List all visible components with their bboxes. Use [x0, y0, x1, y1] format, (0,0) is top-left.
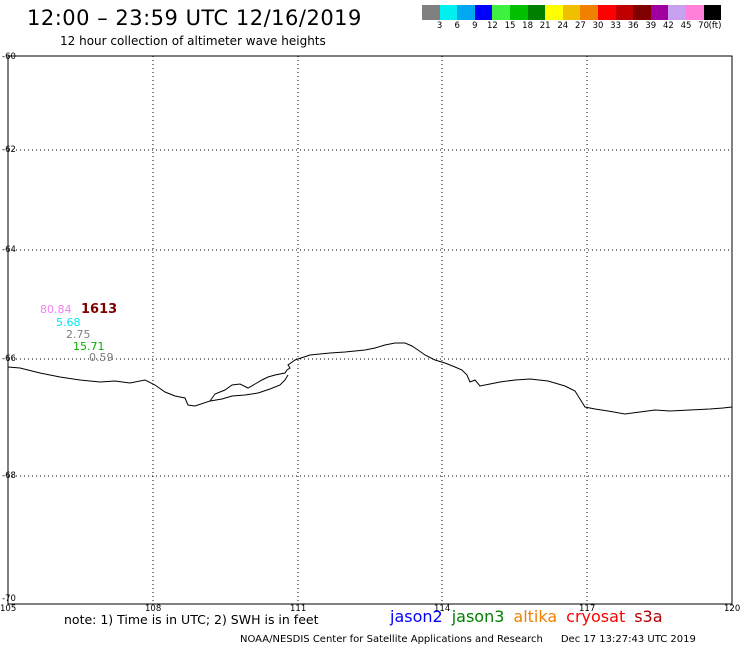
map-frame — [7, 55, 733, 605]
legend-label: 15 — [504, 21, 516, 31]
legend-swatch — [615, 5, 634, 20]
legend-label: 12 — [486, 21, 498, 31]
satellite-s3a: s3a — [634, 607, 663, 626]
lon-label: 111 — [290, 604, 307, 614]
wave-reading: 15.71 — [73, 340, 105, 353]
satellite-jason3: jason3 — [451, 607, 505, 626]
wave-reading: 5.68 — [56, 316, 81, 329]
satellite-jason2: jason2 — [390, 607, 443, 626]
lat-label: -66 — [2, 354, 16, 364]
graticule — [8, 56, 732, 604]
legend-swatch — [562, 5, 581, 20]
legend-swatch — [545, 5, 563, 20]
legend-swatch — [580, 5, 598, 20]
wave-reading: 1613 — [81, 302, 118, 317]
legend-label: 36 — [627, 21, 639, 31]
legend-label: 6 — [454, 21, 460, 31]
legend-swatch — [597, 5, 616, 20]
legend-label: 70 — [698, 21, 710, 31]
legend-swatch — [527, 5, 546, 20]
lon-label: 114 — [434, 604, 451, 614]
legend-swatch — [685, 5, 704, 20]
legend-swatch — [422, 5, 440, 20]
legend-swatch — [668, 5, 686, 20]
legend-label: 42 — [662, 21, 674, 31]
credit-text: NOAA/NESDIS Center for Satellite Applica… — [240, 634, 543, 645]
satellite-cryosat: cryosat — [566, 607, 626, 626]
legend-swatches — [422, 5, 722, 20]
legend-swatch — [492, 5, 510, 20]
coastline-inlet — [209, 374, 289, 402]
legend-label: 45 — [680, 21, 692, 31]
lon-label: 105 — [0, 604, 17, 614]
legend-label: 39 — [645, 21, 657, 31]
wave-height-legend: 3 6 9 12 15 18 21 24 27 30 33 36 39 42 45 70 (ft) — [422, 5, 721, 32]
legend-label: 27 — [574, 21, 586, 31]
wave-reading: 80.84 — [40, 303, 72, 316]
page-subtitle: 12 hour collection of altimeter wave hei… — [60, 34, 326, 48]
units-note: note: 1) Time is in UTC; 2) SWH is in fe… — [64, 612, 319, 627]
legend-labels: 3 6 9 12 15 18 21 24 27 30 33 36 39 42 45 70 (ft) — [422, 20, 722, 32]
legend-label: 18 — [522, 21, 534, 31]
legend-swatch — [439, 5, 458, 20]
legend-swatch — [703, 5, 722, 20]
legend-label: 3 — [436, 21, 443, 31]
wave-reading: 2.75 — [66, 328, 91, 341]
legend-unit: (ft) — [708, 21, 722, 31]
coastline — [7, 342, 733, 415]
lat-label: -62 — [2, 145, 16, 155]
legend-label: 33 — [610, 21, 622, 31]
legend-swatch — [650, 5, 669, 20]
lat-label: -64 — [2, 245, 16, 255]
lon-label: 120 — [724, 604, 740, 614]
legend-swatch — [509, 5, 528, 20]
legend-swatch — [633, 5, 651, 20]
lat-label: -68 — [2, 471, 16, 481]
legend-swatch — [474, 5, 493, 20]
satellite-altika: altika — [513, 607, 558, 626]
lon-label: 108 — [145, 604, 162, 614]
lat-label: -60 — [2, 52, 16, 62]
legend-label: 9 — [472, 21, 478, 31]
timestamp: Dec 17 13:27:43 UTC 2019 — [560, 634, 696, 645]
page-title: 12:00 – 23:59 UTC 12/16/2019 — [27, 6, 362, 30]
legend-label: 21 — [539, 21, 551, 31]
lon-label: 117 — [579, 604, 596, 614]
legend-label: 24 — [557, 21, 569, 31]
credit-line: NOAA/NESDIS Center for Satellite Applica… — [240, 634, 696, 645]
satellite-legend: jason2 jason3 altika cryosat s3a — [390, 607, 672, 626]
legend-label: 30 — [592, 21, 604, 31]
lat-label: -70 — [2, 594, 16, 604]
legend-swatch — [457, 5, 475, 20]
wave-reading: 0.59 — [89, 351, 114, 364]
